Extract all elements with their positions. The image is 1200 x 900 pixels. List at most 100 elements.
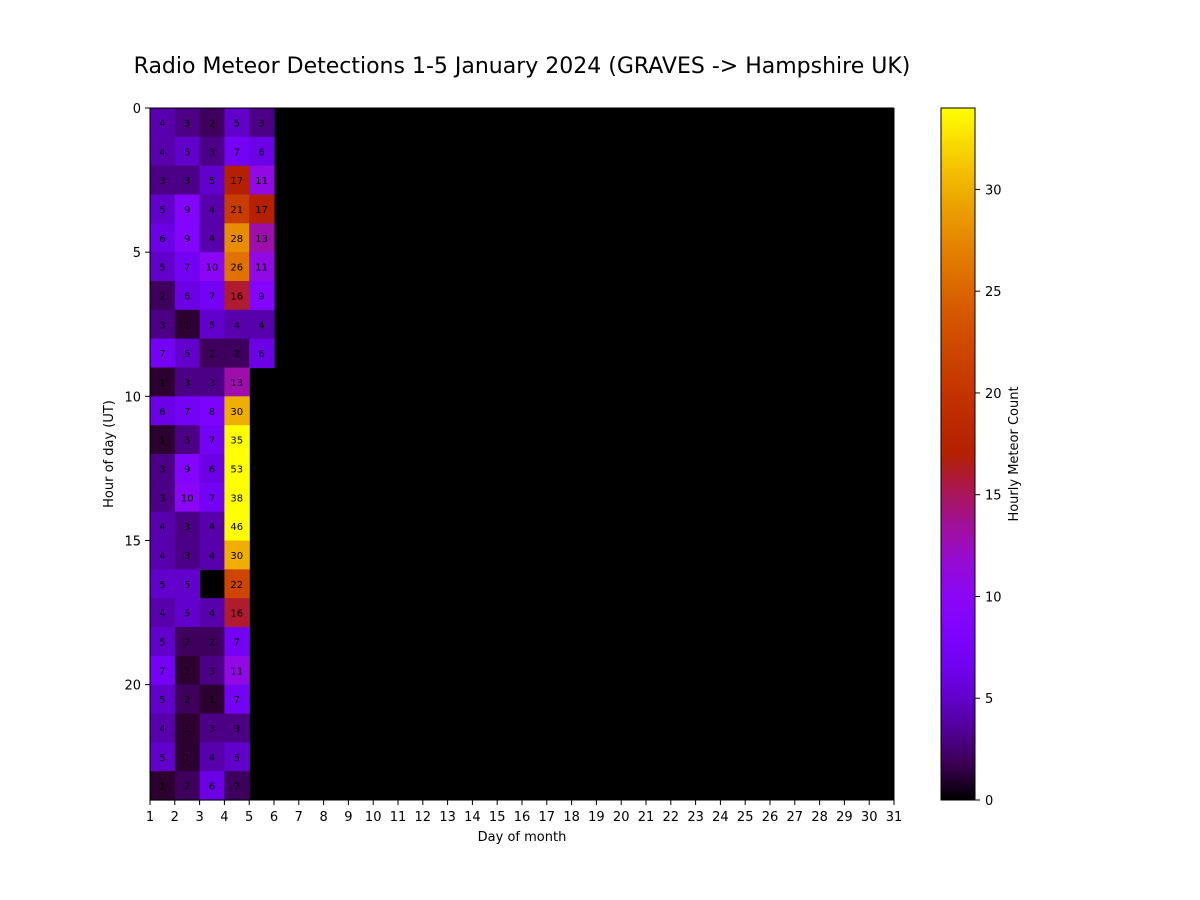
cell-value-label: 4	[159, 609, 165, 620]
cell-value-label: 1	[159, 436, 165, 447]
cell-value-label: 2	[184, 695, 190, 706]
colorbar	[940, 107, 976, 801]
cell-value-label: 4	[209, 205, 215, 216]
x-tick-label: 24	[712, 810, 729, 825]
heatmap-cell	[174, 684, 201, 715]
cell-value-label: 3	[209, 666, 215, 677]
cell-value-label: 2	[234, 782, 240, 793]
cell-value-label: 4	[159, 551, 165, 562]
cell-value-label: 1	[184, 753, 190, 764]
heatmap-cell	[224, 540, 250, 570]
x-tick-label: 8	[319, 810, 327, 825]
cell-value-label: 4	[159, 522, 165, 533]
heatmap-cell	[150, 309, 176, 340]
cell-value-label: 7	[209, 436, 215, 447]
heatmap-cell	[174, 338, 201, 369]
heatmap-cell	[150, 165, 176, 196]
x-tick-label: 15	[489, 810, 506, 825]
heatmap-cell	[174, 713, 201, 743]
heatmap-cell	[174, 454, 201, 484]
x-tick-label: 25	[737, 810, 754, 825]
heatmap-cell	[150, 598, 176, 628]
cell-value-label: 3	[159, 320, 165, 331]
colorbar-tick-label: 10	[985, 590, 1002, 605]
heatmap-cell	[199, 165, 225, 196]
heatmap-cell	[174, 194, 201, 224]
colorbar-tick-label: 5	[985, 692, 993, 707]
heatmap-cell	[150, 252, 176, 282]
x-tick-label: 22	[663, 810, 680, 825]
cell-value-label: 3	[184, 176, 190, 187]
heatmap-cell	[150, 569, 176, 599]
cell-value-label: 9	[184, 205, 190, 216]
heatmap-cell	[249, 252, 275, 282]
x-tick-label: 18	[563, 810, 580, 825]
heatmap-cell	[150, 454, 176, 484]
cell-value-label: 6	[159, 234, 165, 245]
heatmap-cell	[224, 684, 250, 715]
heatmap-cell	[199, 742, 225, 772]
cell-value-label: 5	[184, 349, 190, 360]
cell-value-label: 3	[184, 118, 190, 129]
cell-value-label: 7	[159, 349, 165, 360]
cell-value-label: 7	[209, 291, 215, 302]
x-tick-label: 19	[588, 810, 605, 825]
x-tick-label: 28	[811, 810, 828, 825]
cell-value-label: 8	[209, 407, 215, 418]
cell-value-label: 4	[159, 118, 165, 129]
heatmap-cell	[150, 482, 176, 513]
heatmap-cell	[199, 684, 225, 715]
heatmap-cell	[150, 742, 176, 772]
heatmap-cell	[199, 482, 225, 513]
heatmap-cell	[174, 396, 201, 426]
heatmap-cell	[174, 367, 201, 397]
heatmap-cell	[199, 252, 225, 282]
heatmap-cell	[249, 165, 275, 196]
heatmap-cell	[224, 252, 250, 282]
cell-value-label: 3	[184, 522, 190, 533]
cell-value-label: 2	[159, 291, 165, 302]
heatmap-cell	[150, 223, 176, 253]
cell-value-label: 3	[209, 147, 215, 158]
heatmap-cell	[224, 338, 250, 369]
cell-value-label: 3	[159, 493, 165, 504]
chart-title: Radio Meteor Detections 1-5 January 2024…	[134, 54, 911, 79]
cell-value-label: 5	[159, 637, 165, 648]
heatmap-cell	[249, 136, 275, 167]
heatmap-cell	[249, 281, 275, 311]
cell-value-label: 3	[184, 436, 190, 447]
cell-value-label: 7	[234, 695, 240, 706]
cell-value-label: 3	[234, 724, 240, 735]
cell-value-label: 5	[159, 753, 165, 764]
x-tick-label: 26	[762, 810, 779, 825]
heatmap-cell	[150, 396, 176, 426]
x-tick-label: 7	[295, 810, 303, 825]
cell-value-label: 9	[258, 291, 264, 302]
x-tick-label: 11	[390, 810, 407, 825]
x-tick-label: 10	[365, 810, 382, 825]
heatmap-cell	[199, 454, 225, 484]
cell-value-label: 5	[159, 263, 165, 274]
heatmap-cell	[249, 309, 275, 340]
heatmap-cell	[224, 223, 250, 253]
x-tick-label: 31	[886, 810, 903, 825]
cell-value-label: 5	[234, 753, 240, 764]
heatmap-cell	[150, 367, 176, 397]
heatmap-cell	[150, 771, 176, 801]
heatmap-cell	[174, 136, 201, 167]
cell-value-label: 3	[159, 176, 165, 187]
cell-value-label: 7	[234, 637, 240, 648]
cell-value-label: 1	[159, 782, 165, 793]
heatmap-cell	[174, 482, 201, 513]
heatmap-cell	[224, 194, 250, 224]
cell-value-label: 16	[230, 291, 243, 302]
heatmap-cell	[174, 540, 201, 570]
colorbar-tick-label: 25	[985, 285, 1002, 300]
heatmap-cell	[150, 338, 176, 369]
heatmap-cell	[224, 396, 250, 426]
heatmap-cell	[150, 627, 176, 657]
cell-value-label: 1	[184, 724, 190, 735]
heatmap-cell	[249, 194, 275, 224]
